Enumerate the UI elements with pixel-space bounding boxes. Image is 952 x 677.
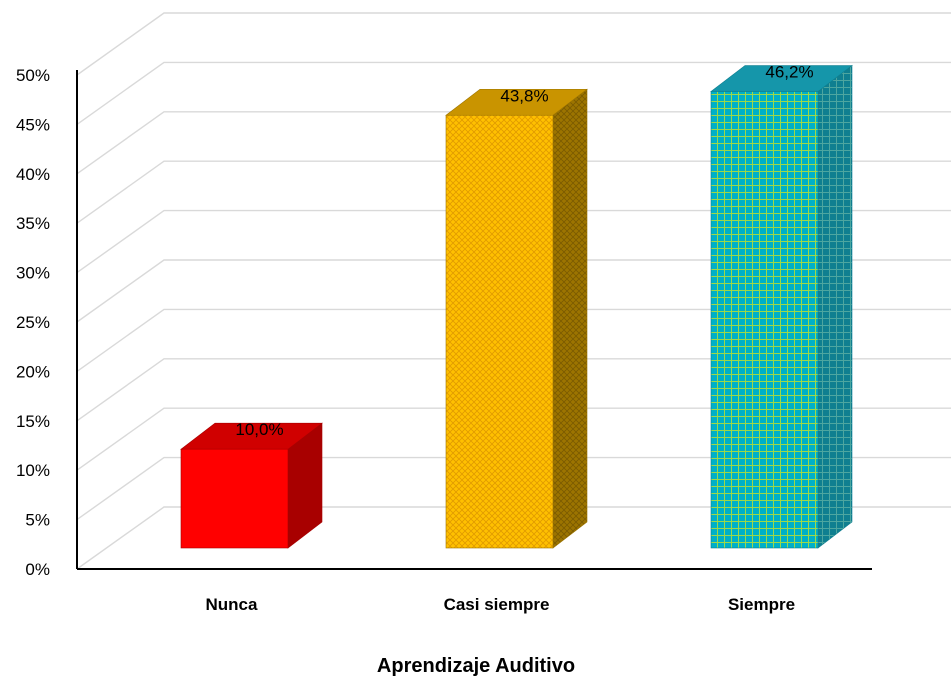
bar-front-face xyxy=(710,91,819,549)
gridline xyxy=(76,259,951,323)
gridline xyxy=(76,111,951,175)
category-labels: Nunca Casi siempre Siempre xyxy=(206,595,796,614)
gridline xyxy=(76,308,951,372)
category-label: Siempre xyxy=(728,595,795,614)
gridline xyxy=(76,12,951,76)
bar-front-face xyxy=(445,114,554,549)
gridline xyxy=(76,407,951,471)
y-tick-label: 45% xyxy=(16,115,50,134)
category-label: Nunca xyxy=(206,595,259,614)
bar-casi-siempre xyxy=(445,88,588,549)
y-tick-label: 50% xyxy=(16,66,50,85)
x-axis-title: Aprendizaje Auditivo xyxy=(377,655,575,677)
gridlines xyxy=(76,12,951,570)
y-tick-label: 35% xyxy=(16,214,50,233)
data-labels: 10,0% 43,8% 46,2% xyxy=(235,63,813,440)
gridline xyxy=(76,456,951,521)
bars xyxy=(180,64,853,549)
y-tick-labels: 0% 5% 10% 15% 20% 25% 30% 35% 40% 45% 50% xyxy=(16,66,50,579)
y-tick-label: 0% xyxy=(25,560,50,579)
data-label: 43,8% xyxy=(500,86,548,105)
data-label: 10,0% xyxy=(235,420,283,439)
gridline xyxy=(76,61,951,125)
y-tick-label: 20% xyxy=(16,362,50,381)
bar-side-face xyxy=(552,88,588,549)
bar-front-face xyxy=(180,448,289,549)
y-tick-label: 30% xyxy=(16,264,50,283)
gridline xyxy=(76,506,951,570)
bar-nunca xyxy=(180,422,323,549)
y-tick-label: 40% xyxy=(16,165,50,184)
y-tick-label: 5% xyxy=(25,511,50,530)
gridline xyxy=(76,209,951,274)
y-tick-label: 25% xyxy=(16,313,50,332)
gridline xyxy=(76,358,951,422)
gridline xyxy=(76,160,951,224)
axes xyxy=(76,70,872,570)
bar-siempre xyxy=(710,64,853,549)
bar-side-face xyxy=(817,64,853,549)
data-label: 46,2% xyxy=(765,63,813,82)
category-label: Casi siempre xyxy=(444,595,550,614)
y-tick-label: 15% xyxy=(16,412,50,431)
y-tick-label: 10% xyxy=(16,461,50,480)
